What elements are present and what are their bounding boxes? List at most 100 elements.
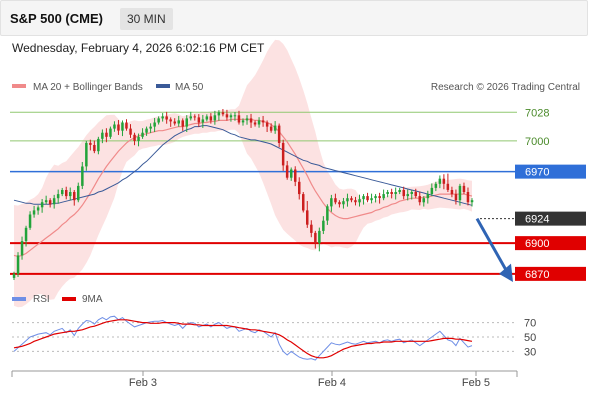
level-label-6970: 6970: [525, 167, 549, 179]
candle-body: [450, 190, 454, 195]
level-label-6870: 6870: [525, 269, 549, 281]
level-label-6900: 6900: [525, 238, 549, 250]
candle-body: [281, 142, 285, 166]
candle-body: [346, 198, 349, 202]
candle-body: [40, 202, 44, 208]
candle-body: [245, 118, 249, 121]
candle-body: [181, 120, 184, 127]
candle-body: [193, 116, 196, 118]
candle-body: [61, 190, 64, 195]
candle-body: [386, 192, 389, 194]
price-levels: 7028 7000 6970 6924 6900 6870: [10, 107, 586, 281]
candle-body: [306, 210, 309, 225]
rsi-panel: 70 50 30: [12, 315, 536, 361]
candle-body: [229, 115, 233, 118]
candle-body: [410, 192, 413, 194]
rsi-tick-50: 50: [524, 332, 536, 344]
candle-body: [209, 116, 213, 121]
candle-body: [294, 169, 297, 182]
candle-body: [366, 196, 369, 201]
candle-body: [310, 224, 313, 233]
level-tag-6970: [515, 164, 586, 179]
candle-body: [418, 196, 421, 203]
candle-body: [105, 132, 108, 137]
time-tick-label: Feb 4: [318, 377, 346, 389]
candle-body: [205, 116, 209, 120]
level-label-7028: 7028: [525, 107, 549, 119]
candle-body: [398, 190, 401, 192]
rsi-ma-line: [13, 319, 473, 359]
candle-body: [44, 200, 48, 203]
candle-body: [277, 125, 281, 143]
candle-body: [169, 119, 172, 122]
candle-body: [390, 192, 393, 194]
time-tick-label: Feb 3: [129, 377, 157, 389]
candle-body: [454, 194, 458, 201]
rsi-tick-70: 70: [524, 318, 536, 330]
candle-body: [402, 190, 405, 197]
candlesticks: [12, 108, 474, 280]
candle-body: [253, 122, 257, 125]
candle-body: [197, 117, 201, 123]
candle-body: [237, 115, 241, 123]
instrument-title: S&P 500 (CME): [10, 11, 103, 26]
candle-body: [233, 115, 237, 117]
candle-body: [173, 121, 176, 124]
candle-body: [354, 200, 357, 203]
candle-body: [466, 192, 470, 203]
candle-body: [370, 198, 373, 201]
ma20-legend-swatch: [12, 84, 26, 88]
candle-body: [145, 128, 148, 133]
candle-body: [285, 165, 289, 178]
candle-body: [358, 199, 361, 203]
candle-body: [109, 128, 112, 137]
candle-body: [290, 169, 293, 178]
level-label-6924: 6924: [525, 214, 549, 226]
candle-body: [422, 198, 425, 203]
bollinger-band-area: [14, 39, 472, 308]
rsi-line: [13, 315, 473, 361]
candle-body: [101, 132, 104, 139]
candle-body: [153, 122, 156, 127]
candle-body: [257, 120, 261, 125]
candle-body: [65, 190, 68, 197]
candle-body: [438, 178, 442, 184]
candle-body: [185, 118, 188, 127]
candle-body: [52, 198, 56, 205]
candle-body: [117, 124, 120, 131]
rsi-legend-swatch: [12, 297, 26, 301]
candle-body: [113, 124, 116, 129]
candle-body: [157, 118, 160, 123]
candle-body: [24, 227, 28, 242]
candle-body: [462, 185, 466, 192]
candle-body: [326, 206, 329, 221]
candle-body: [56, 194, 60, 199]
level-tag-6924: [515, 211, 586, 226]
candle-body: [141, 132, 144, 137]
candle-body: [302, 194, 305, 211]
chart-datetime: Wednesday, February 4, 2026 6:02:16 PM C…: [12, 41, 265, 55]
rsi-legend-label: RSI: [33, 294, 50, 305]
candle-body: [213, 115, 217, 121]
rsi-ma-legend-label: 9MA: [82, 294, 103, 305]
candle-body: [32, 210, 36, 215]
candle-body: [137, 136, 140, 141]
candle-body: [201, 119, 205, 123]
candle-body: [330, 198, 333, 207]
candle-body: [97, 138, 100, 152]
candle-body: [382, 194, 385, 199]
candle-body: [434, 183, 438, 188]
candle-body: [430, 187, 434, 194]
candle-body: [298, 181, 301, 195]
candle-body: [20, 241, 24, 256]
candle-body: [394, 192, 397, 194]
rsi-ma-legend-swatch: [62, 297, 76, 301]
candle-body: [28, 214, 32, 228]
bollinger-band: [14, 39, 472, 308]
level-tag-6900: [515, 236, 586, 251]
candle-body: [273, 125, 277, 131]
ma50-legend-label: MA 50: [175, 82, 204, 93]
candle-body: [177, 120, 180, 124]
forecast-arrow: [475, 217, 513, 282]
timeframe-button[interactable]: 30 MIN: [120, 8, 173, 30]
